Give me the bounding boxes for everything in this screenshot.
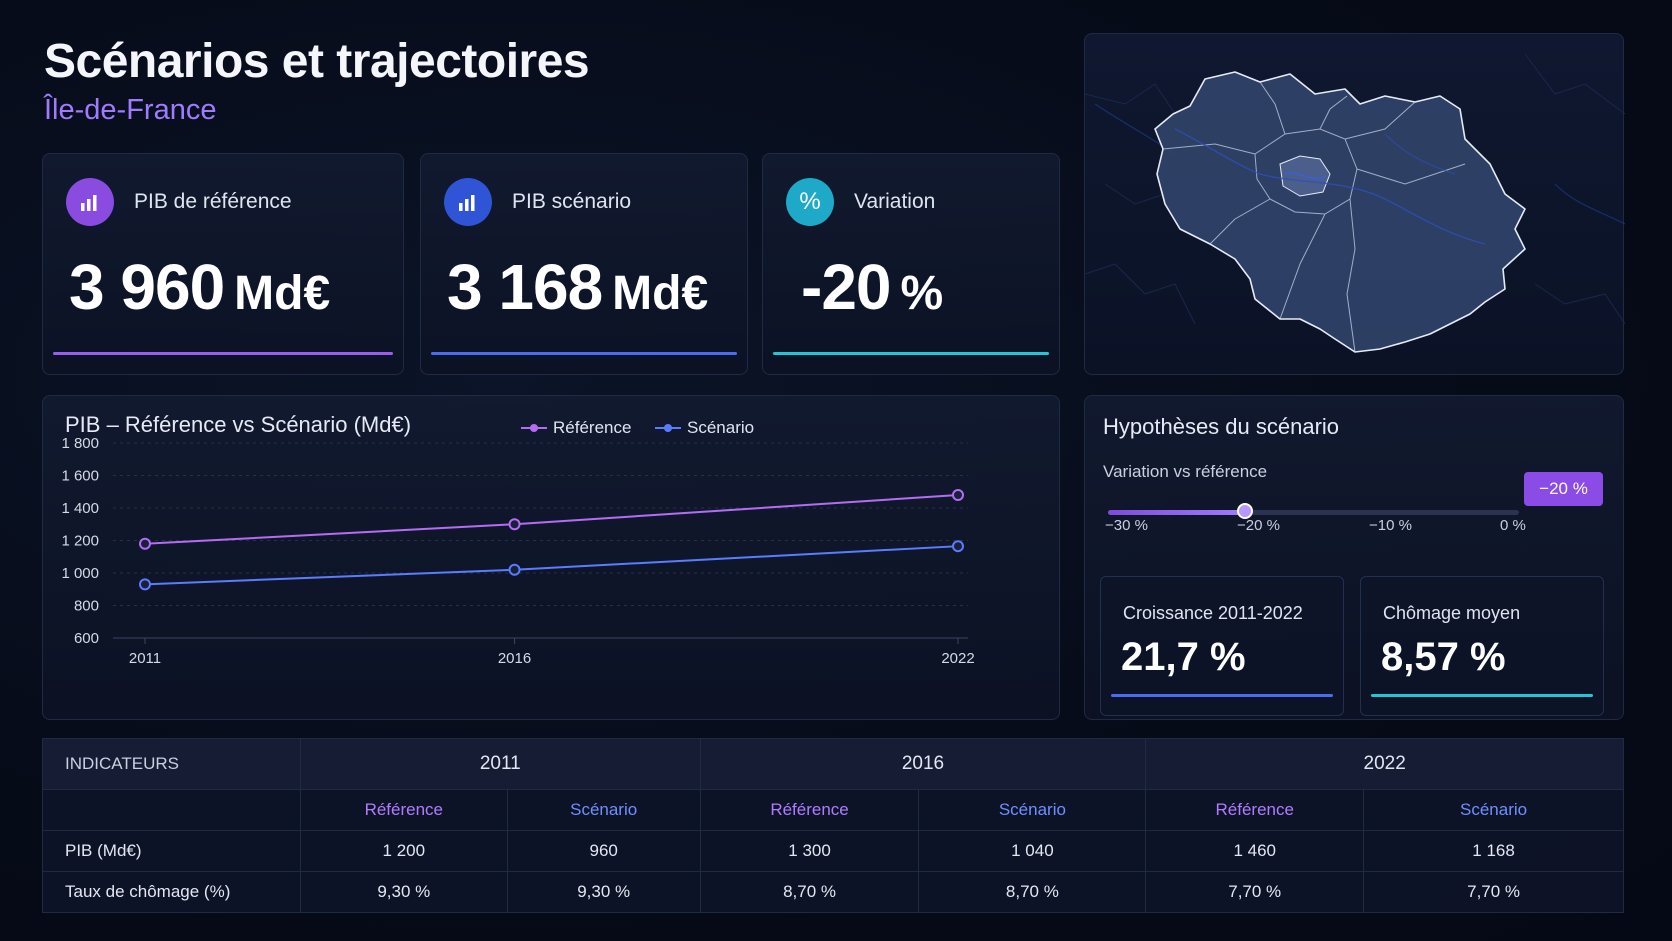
kpi-card-variation: % Variation -20% (762, 153, 1060, 375)
slider-thumb[interactable] (1236, 503, 1253, 519)
table-cell: 1 460 (1145, 830, 1365, 872)
x-tick-label: 2011 (129, 650, 161, 667)
table-header-year: 2016 (699, 738, 1147, 790)
unemployment-accent-bar (1371, 694, 1593, 697)
table-subheader-reference: Référence (699, 789, 920, 831)
growth-accent-bar (1111, 694, 1333, 697)
bar-chart-icon (66, 178, 114, 226)
kpi-label: PIB scénario (512, 190, 632, 213)
table-cell: 8,70 % (699, 871, 920, 913)
series-line-scenario (144, 545, 959, 586)
region-map (1085, 53, 1625, 353)
data-point (508, 563, 521, 576)
y-tick-label: 1 200 (61, 533, 99, 550)
table-subheader-reference: Référence (299, 789, 508, 831)
table-row-label: Taux de chômage (%) (42, 871, 301, 913)
table-cell: 1 168 (1363, 830, 1624, 872)
series-line-reference (144, 494, 959, 545)
y-tick-label: 800 (74, 598, 99, 615)
kpi-card-scenario: PIB scénario 3 168 Md€ (420, 153, 748, 375)
legend-label: Scénario (687, 418, 755, 437)
page-subtitle: Île-de-France (44, 94, 217, 126)
hypotheses-title: Hypothèses du scénario (1103, 414, 1340, 439)
table-cell: 960 (506, 830, 701, 872)
table-subheader-row: Référence Scénario Référence Scénario Ré… (42, 789, 1624, 831)
table-cell: 1 200 (299, 830, 508, 872)
gdp-chart-card: PIB – Référence vs Scénario (Md€) Référe… (42, 395, 1060, 720)
data-point (952, 540, 964, 553)
legend-swatch-reference (521, 424, 547, 432)
table-header-year: 2022 (1145, 738, 1624, 790)
x-tick-label: 2016 (498, 650, 531, 667)
slider-label: Variation vs référence (1103, 462, 1268, 481)
unemployment-label: Chômage moyen (1383, 603, 1521, 623)
table-cell: 9,30 % (506, 871, 701, 913)
data-point (139, 537, 151, 550)
x-tick-label: 2022 (941, 650, 974, 667)
table-header-year: 2011 (299, 738, 701, 790)
page-title: Scénarios et trajectoires (44, 35, 590, 88)
chart-title: PIB – Référence vs Scénario (Md€) (65, 412, 412, 437)
slider-tick: −30 % (1105, 517, 1148, 534)
bar-chart-icon (444, 178, 492, 226)
kpi-accent-bar (53, 352, 393, 355)
table-cell: 1 040 (918, 830, 1147, 872)
y-tick-label: 1 400 (61, 500, 99, 517)
kpi-value: 3 960 Md€ (69, 251, 331, 323)
y-tick-label: 600 (74, 630, 99, 647)
kpi-value: -20% (801, 251, 944, 323)
legend-swatch-scenario (655, 424, 681, 432)
table-cell: 7,70 % (1363, 871, 1624, 913)
slider-tick: −10 % (1369, 517, 1412, 534)
hypotheses-card: Hypothèses du scénario Variation vs réfé… (1084, 395, 1624, 720)
table-row-label: PIB (Md€) (42, 830, 301, 872)
table-header-row: INDICATEURS 2011 2016 2022 (42, 738, 1624, 790)
legend-label: Référence (553, 418, 632, 437)
table-subheader-scenario: Scénario (918, 789, 1147, 831)
kpi-label: PIB de référence (134, 190, 292, 213)
legend-item-reference[interactable]: Référence (521, 418, 631, 438)
slider-tick: 0 % (1500, 517, 1526, 534)
table-subheader-scenario: Scénario (506, 789, 701, 831)
growth-card: Croissance 2011-2022 21,7 % (1100, 576, 1344, 716)
percent-icon: % (786, 178, 834, 226)
kpi-accent-bar (431, 352, 737, 355)
line-chart: 600 800 1 000 1 200 1 400 1 600 1 800 2011 2016 2… (61, 435, 974, 667)
table-cell: 8,70 % (918, 871, 1147, 913)
growth-label: Croissance 2011-2022 (1123, 603, 1303, 623)
legend-item-scenario[interactable]: Scénario (655, 418, 754, 438)
slider-fill (1108, 510, 1245, 515)
data-point (139, 578, 151, 591)
variation-badge: −20 % (1524, 472, 1603, 506)
kpi-card-reference: PIB de référence 3 960 Md€ (42, 153, 404, 375)
unemployment-card: Chômage moyen 8,57 % (1360, 576, 1604, 716)
unemployment-value: 8,57 % (1381, 635, 1506, 679)
table-header-indicators: INDICATEURS (42, 738, 301, 790)
table-cell: 9,30 % (299, 871, 508, 913)
slider-tick: −20 % (1237, 517, 1280, 534)
table-cell: 7,70 % (1145, 871, 1365, 913)
table-cell: 1 300 (699, 830, 920, 872)
table-subheader-reference: Référence (1145, 789, 1365, 831)
table-row: Taux de chômage (%) 9,30 % 9,30 % 8,70 %… (42, 871, 1624, 913)
table-cell-empty (42, 789, 301, 831)
y-tick-label: 1 600 (61, 468, 99, 485)
table-row: PIB (Md€) 1 200 960 1 300 1 040 1 460 1 … (42, 830, 1624, 872)
data-point (508, 518, 521, 531)
region-map-card (1084, 33, 1625, 375)
table-subheader-scenario: Scénario (1363, 789, 1624, 831)
growth-value: 21,7 % (1121, 635, 1246, 679)
kpi-value: 3 168 Md€ (447, 251, 709, 323)
indicators-table: INDICATEURS 2011 2016 2022 Référence Scé… (42, 738, 1624, 913)
data-point (952, 489, 964, 501)
kpi-accent-bar (773, 352, 1049, 355)
kpi-label: Variation (854, 190, 936, 213)
y-tick-label: 1 800 (61, 435, 99, 452)
y-tick-label: 1 000 (61, 565, 99, 582)
variation-slider[interactable] (1108, 503, 1519, 519)
